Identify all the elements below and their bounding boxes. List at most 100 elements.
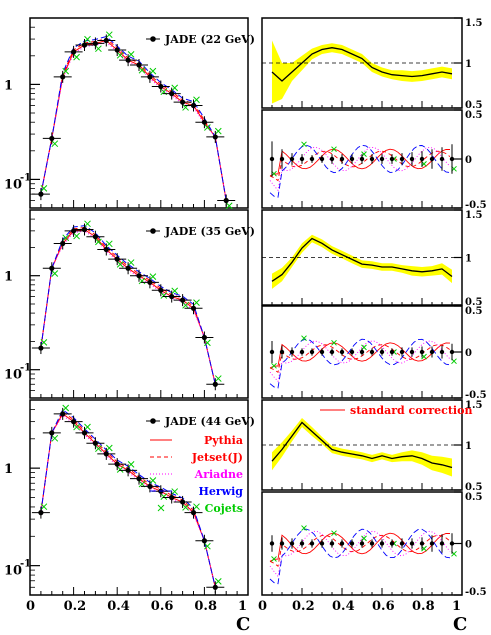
diff-point: [329, 156, 335, 162]
diff-point: [399, 156, 405, 162]
cojets-marker: [204, 339, 211, 347]
diff-point: [309, 541, 315, 546]
data-point: [169, 91, 175, 97]
cojets-marker: [171, 84, 179, 92]
y-tick-exponent: -1: [20, 363, 31, 374]
cojets-marker: [51, 270, 59, 277]
cojets-marker: [62, 234, 70, 242]
diff-point: [449, 156, 455, 162]
data-point: [103, 37, 109, 44]
data-point: [180, 499, 186, 505]
cojets-marker: [127, 259, 135, 266]
right-y-tick-label: 0.5: [465, 100, 482, 111]
data-point: [60, 240, 66, 247]
diff-point: [409, 156, 415, 162]
cojets-marker: [105, 240, 113, 248]
cojets-marker: [95, 45, 102, 53]
left-x-tick-label: 0: [26, 599, 35, 614]
standard-correction-label: standard correction: [350, 404, 472, 417]
cojets-marker: [40, 503, 48, 511]
data-point: [136, 476, 142, 482]
cojets-diff-marker: [331, 339, 337, 346]
left-x-tick-label: 0.6: [151, 599, 174, 614]
diff-point: [389, 541, 395, 546]
y-tick-label-0p1: 10: [4, 368, 22, 383]
right-x-tick-label: 0.6: [372, 599, 395, 614]
cojets-diff-marker: [271, 556, 277, 562]
data-point: [114, 256, 120, 262]
diff-point: [379, 156, 385, 162]
diff-point: [319, 156, 325, 162]
cojets-marker: [193, 96, 200, 104]
jetset-diff: [269, 150, 451, 182]
cojets-marker: [73, 232, 80, 240]
cojets-marker: [51, 434, 59, 442]
data-point: [201, 119, 207, 125]
cojets-marker: [138, 66, 146, 74]
data-point: [201, 538, 207, 544]
correction-band: [272, 40, 452, 104]
diff-point: [309, 156, 315, 162]
jetset-curve: [40, 226, 216, 385]
data-point: [147, 279, 153, 285]
data-point: [49, 430, 55, 436]
data-point: [147, 483, 153, 489]
diff-point: [399, 349, 405, 355]
data-point: [81, 226, 88, 233]
diff-point: [339, 541, 345, 546]
right-x-axis-title: C: [453, 614, 467, 635]
pythia-diff: [269, 148, 451, 177]
correction-curve: [271, 421, 453, 469]
diff-point: [419, 349, 425, 355]
diff-point: [359, 541, 365, 546]
diff-point: [269, 541, 275, 546]
jetset-curve: [40, 411, 216, 588]
diff-point: [289, 541, 295, 546]
legend-data-marker: [150, 36, 156, 42]
diff-point: [279, 349, 285, 355]
cojets-marker: [204, 542, 211, 550]
correction-curve: [271, 47, 453, 82]
right-y-tick-label: -0.5: [465, 587, 487, 598]
cojets-marker: [73, 423, 80, 431]
cojets-marker: [182, 301, 189, 309]
cojets-diff-marker: [301, 525, 307, 531]
cojets-diff-marker: [271, 362, 277, 369]
right-y-tick-label: -0.5: [465, 200, 487, 211]
right-x-tick-label: 1: [452, 599, 461, 614]
data-point: [136, 62, 142, 68]
data-point: [201, 334, 207, 341]
cojets-marker: [40, 184, 48, 192]
herwig-diff: [269, 338, 451, 389]
right-y-tick-label: 1.5: [465, 18, 482, 29]
right-x-tick-label: 0.2: [292, 599, 315, 614]
cojets-marker: [116, 51, 124, 59]
cojets-marker: [204, 124, 211, 131]
cojets-diff-marker: [331, 530, 337, 537]
diff-point: [439, 349, 445, 355]
right-x-tick-label: 0.8: [412, 599, 435, 614]
y-tick-label-1: 1: [4, 78, 13, 93]
data-point: [180, 99, 186, 105]
right-y-tick-label: 1.5: [465, 400, 482, 411]
diff-point: [439, 156, 445, 162]
legend-data-marker: [150, 228, 156, 234]
cojets-marker: [160, 493, 168, 500]
cojets-marker: [84, 35, 91, 43]
cojets-marker: [116, 261, 124, 268]
data-point: [103, 246, 109, 253]
cojets-marker: [149, 477, 157, 484]
legend-label-jetset(j): Jetset(J): [191, 451, 243, 464]
cojets-marker: [214, 578, 222, 585]
data-point: [190, 102, 197, 109]
right-y-tick-label: 1: [465, 254, 472, 265]
diff-point: [299, 541, 305, 546]
cojets-marker: [73, 53, 80, 61]
right-y-tick-label: 0: [465, 540, 472, 551]
ariadne-curve: [40, 230, 216, 385]
cojets-marker: [95, 238, 102, 246]
diff-point: [349, 349, 355, 355]
data-point: [125, 467, 131, 473]
right-y-tick-label: -0.5: [465, 390, 487, 401]
